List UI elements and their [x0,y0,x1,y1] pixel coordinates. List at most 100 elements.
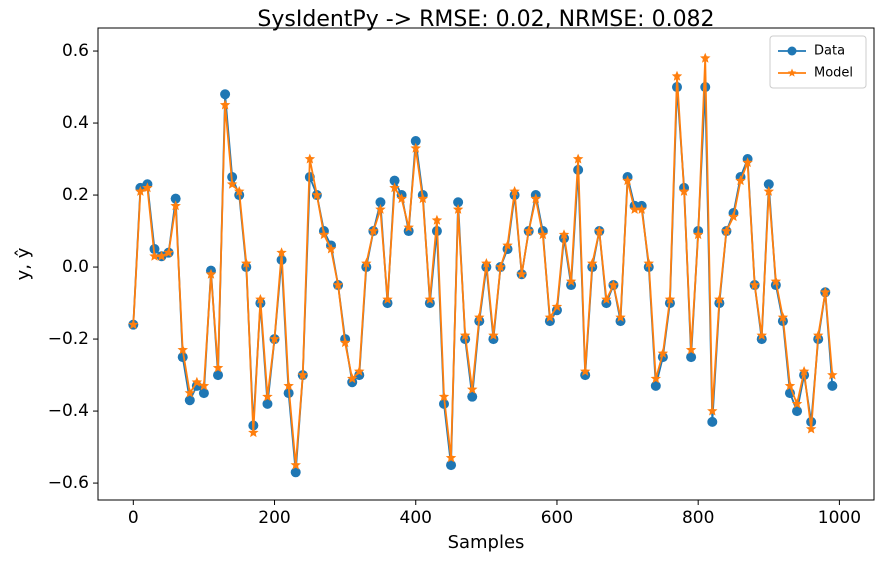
marker [805,423,817,434]
marker [566,280,577,291]
marker [686,352,697,363]
marker [601,294,612,304]
marker [135,186,146,196]
marker [410,142,421,153]
marker [657,348,669,358]
marker [297,369,308,380]
marker [827,369,838,380]
series-line [132,58,834,466]
marker [756,330,767,340]
marker [389,175,400,186]
marker [735,175,746,186]
marker [382,298,393,309]
marker [544,312,556,322]
marker [403,222,414,232]
marker [601,298,612,309]
marker [198,380,210,391]
marker [290,467,301,478]
marker [763,186,774,196]
marker [304,153,316,164]
marker [226,178,238,189]
marker [580,366,591,376]
marker [608,279,619,290]
y-axis-label: y, ŷ [13,247,34,280]
marker [339,337,351,348]
marker [262,398,273,409]
y-tick-label: 0.2 [62,185,89,205]
marker [290,459,301,470]
x-tick-label: 800 [682,508,714,528]
marker [685,344,697,355]
marker [629,204,640,214]
marker [488,334,499,345]
marker [431,214,443,225]
marker [452,204,464,214]
marker [813,330,824,340]
series-line [132,86,834,473]
marker [502,240,513,250]
marker [467,391,478,402]
marker [474,312,485,322]
marker [558,229,570,240]
marker [375,204,386,214]
marker [446,460,457,471]
marker [354,366,365,376]
marker [361,258,372,268]
marker [453,197,464,208]
marker [693,229,704,240]
marker [798,366,810,376]
marker [445,452,457,463]
marker [643,258,654,268]
marker [650,380,661,391]
marker [234,186,245,196]
marker [572,153,584,164]
marker [756,334,767,345]
y-tick-label: −0.4 [48,401,89,421]
marker [403,226,414,237]
marker [481,258,492,268]
marker [587,258,598,268]
marker [650,373,661,384]
marker [594,225,605,236]
marker [707,416,718,427]
legend-label: Data [814,44,845,59]
marker [170,200,181,211]
marker [488,330,499,340]
marker [424,294,436,304]
marker [700,52,711,63]
marker [678,186,690,196]
marker [283,380,294,391]
marker [495,261,506,272]
marker [213,370,224,381]
marker [318,229,330,240]
marker [622,175,633,186]
y-tick-label: 0.6 [62,41,89,61]
marker [664,294,676,304]
marker [170,193,181,204]
marker [714,294,725,304]
marker [671,70,683,81]
marker [262,391,273,402]
x-tick-label: 400 [400,508,432,528]
y-tick-label: 0.0 [62,257,89,277]
marker [368,225,379,236]
marker [332,279,344,290]
marker [784,380,796,391]
marker [375,197,386,208]
marker [347,373,358,384]
marker [565,276,577,286]
marker [424,298,435,309]
marker [269,333,280,344]
marker [410,136,421,147]
marker [184,387,195,398]
marker [791,398,803,409]
marker [396,193,407,204]
marker [382,294,393,304]
marker [417,193,428,204]
marker [728,211,739,222]
plot-frame [97,27,875,501]
x-tick-label: 600 [541,508,573,528]
marker [276,247,287,258]
